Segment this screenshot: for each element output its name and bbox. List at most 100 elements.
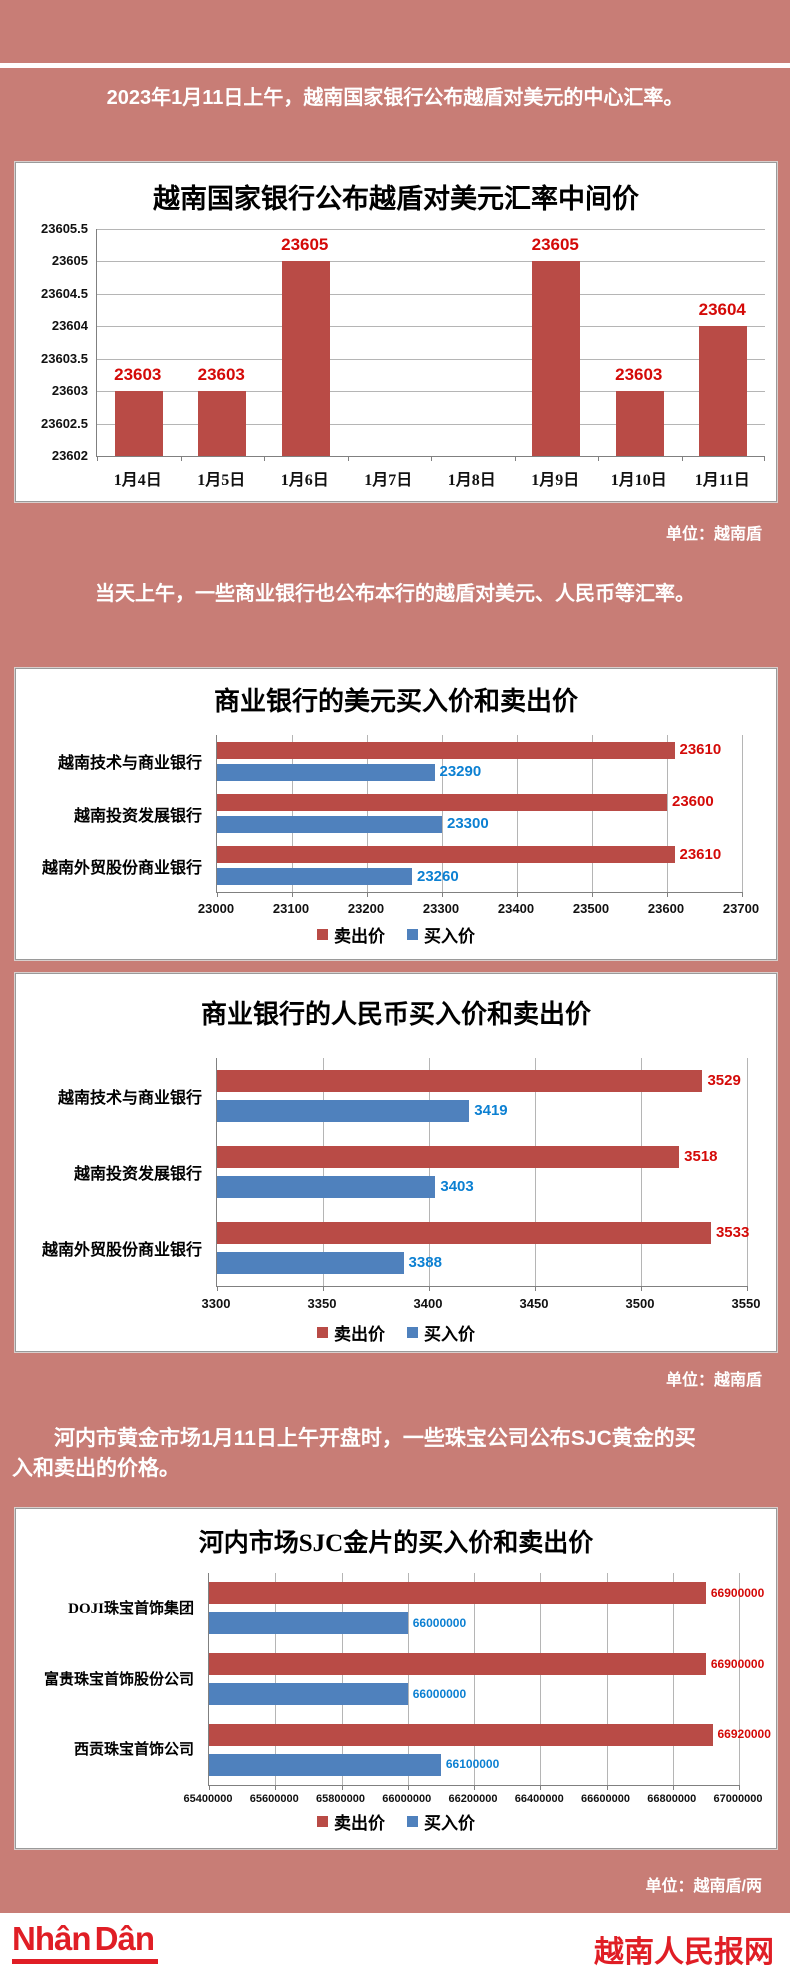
tick-mark — [442, 892, 443, 897]
tick-mark — [292, 892, 293, 897]
buy-value-label: 23300 — [447, 815, 489, 833]
sell-bar — [217, 794, 667, 811]
x-axis-tick-label: 23000 — [197, 901, 235, 916]
sell-value-label: 23600 — [672, 793, 714, 811]
legend-label: 买入价 — [424, 1814, 475, 1833]
x-axis-tick-label: 65800000 — [316, 1793, 365, 1805]
y-axis-label: 23605.5 — [41, 221, 88, 236]
plot-area — [208, 1573, 740, 1790]
legend-item: 买入价 — [407, 1809, 475, 1834]
chart-usd-buy-sell: 商业银行的美元买入价和卖出价 23000 23100 23200 23300 23400 2… — [15, 668, 777, 960]
gridline — [667, 735, 668, 892]
gridline — [275, 1573, 277, 1785]
tick-mark — [431, 456, 432, 461]
category-label: 越南技术与商业银行 — [57, 755, 202, 773]
y-axis-label: 23605 — [51, 253, 88, 269]
tick-mark — [323, 1286, 324, 1291]
bar-value-label: 23603 — [114, 365, 162, 385]
sell-bar — [209, 1723, 713, 1746]
sell-legend-swatch — [317, 1816, 328, 1827]
x-axis-tick-label: 3500 — [625, 1296, 655, 1311]
tick-mark — [641, 1286, 642, 1291]
chart-sjc-gold: 河内市场SJC金片的买入价和卖出价 65400000 65600000 6580000… — [15, 1508, 777, 1849]
chart-central-rate: 越南国家银行公布越盾对美元汇率中间价 23605.5 23605 23604.5 236… — [15, 162, 777, 502]
tick-mark — [764, 456, 765, 461]
sell-value-label: 23610 — [679, 740, 722, 758]
gridline — [535, 1058, 536, 1286]
plot-area — [216, 1058, 748, 1291]
bar-value-label: 23605 — [531, 235, 579, 255]
plot-area — [96, 229, 765, 461]
tick-mark — [275, 1785, 277, 1790]
y-axis-label: 23603.5 — [41, 350, 88, 366]
plot-area — [216, 735, 743, 897]
gridline — [367, 735, 368, 892]
intro-text-central-rate: 2023年1月11日上午，越南国家银行公布越盾对美元的中心汇率。 — [106, 87, 684, 109]
gridline — [747, 1058, 748, 1286]
gridline — [606, 1573, 608, 1785]
tick-mark — [367, 892, 368, 897]
gridline — [97, 423, 765, 425]
x-axis-tick-label: 65400000 — [183, 1793, 233, 1805]
sell-value-label: 66900000 — [710, 1585, 765, 1600]
gridline — [97, 229, 765, 230]
buy-bar — [217, 1176, 436, 1198]
buy-value-label: 23260 — [417, 867, 459, 885]
sell-bar — [217, 741, 675, 759]
x-axis-tick-label: 23500 — [572, 901, 610, 916]
tick-mark — [264, 456, 265, 461]
legend: 卖出价 买入价 — [16, 1809, 776, 1834]
legend-label: 买入价 — [424, 927, 475, 946]
x-axis-tick-label: 23100 — [272, 901, 310, 916]
chart-title: 商业银行的美元买入价和卖出价 — [213, 687, 578, 716]
buy-bar — [217, 868, 412, 886]
y-axis-label: 23604 — [51, 318, 88, 334]
tick-mark — [347, 456, 349, 461]
y-axis-label: 23602.5 — [41, 415, 88, 431]
legend-item: 卖出价 — [317, 1809, 385, 1834]
gridline — [407, 1573, 409, 1785]
tick-mark — [97, 456, 98, 461]
gridline — [341, 1573, 343, 1785]
legend-item: 卖出价 — [317, 922, 385, 947]
gridline — [97, 326, 765, 328]
buy-bar — [217, 816, 442, 833]
tick-mark — [540, 1785, 542, 1790]
gridline — [429, 1058, 430, 1286]
tick-mark — [598, 456, 599, 461]
unit-label-vnd-1: 单位：越南盾 — [665, 526, 762, 543]
x-axis-tick-label: 66000000 — [382, 1793, 432, 1805]
bar-value-label: 23604 — [698, 300, 746, 320]
intro-text-commercial-banks: 当天上午，一些商业银行也公布本行的越盾对美元、人民币等汇率。 — [95, 583, 695, 605]
bar-value-label: 23603 — [197, 365, 245, 385]
legend-label: 卖出价 — [334, 1814, 385, 1833]
gridline — [323, 1058, 324, 1286]
tick-mark — [217, 1286, 218, 1291]
sell-value-label: 3529 — [707, 1071, 741, 1089]
tick-mark — [180, 456, 182, 461]
bar-value-label: 23603 — [615, 365, 663, 385]
chart-title: 商业银行的人民币买入价和卖出价 — [200, 1000, 591, 1029]
x-axis-tick-label: 66400000 — [514, 1793, 564, 1805]
gridline — [739, 1573, 740, 1785]
gridline — [292, 735, 293, 892]
x-axis-tick-label: 3450 — [519, 1296, 549, 1311]
y-axis-label: 23602 — [51, 448, 88, 463]
gridline — [540, 1573, 542, 1785]
sell-bar — [209, 1653, 706, 1675]
legend-label: 卖出价 — [334, 927, 385, 946]
category-label: 富贵珠宝首饰股份公司 — [43, 1671, 194, 1688]
buy-bar — [217, 763, 435, 781]
category-label: 西贡珠宝首饰公司 — [73, 1742, 194, 1759]
tick-mark — [474, 1785, 475, 1790]
gridline — [742, 735, 743, 892]
x-axis-label: 1月7日 — [364, 472, 413, 489]
tick-mark — [592, 892, 593, 897]
buy-bar — [217, 1100, 470, 1122]
sell-value-label: 3533 — [715, 1223, 750, 1241]
tick-mark — [517, 892, 518, 897]
sell-value-label: 66920000 — [717, 1727, 771, 1742]
tick-mark — [739, 1785, 740, 1790]
bar — [699, 326, 748, 456]
